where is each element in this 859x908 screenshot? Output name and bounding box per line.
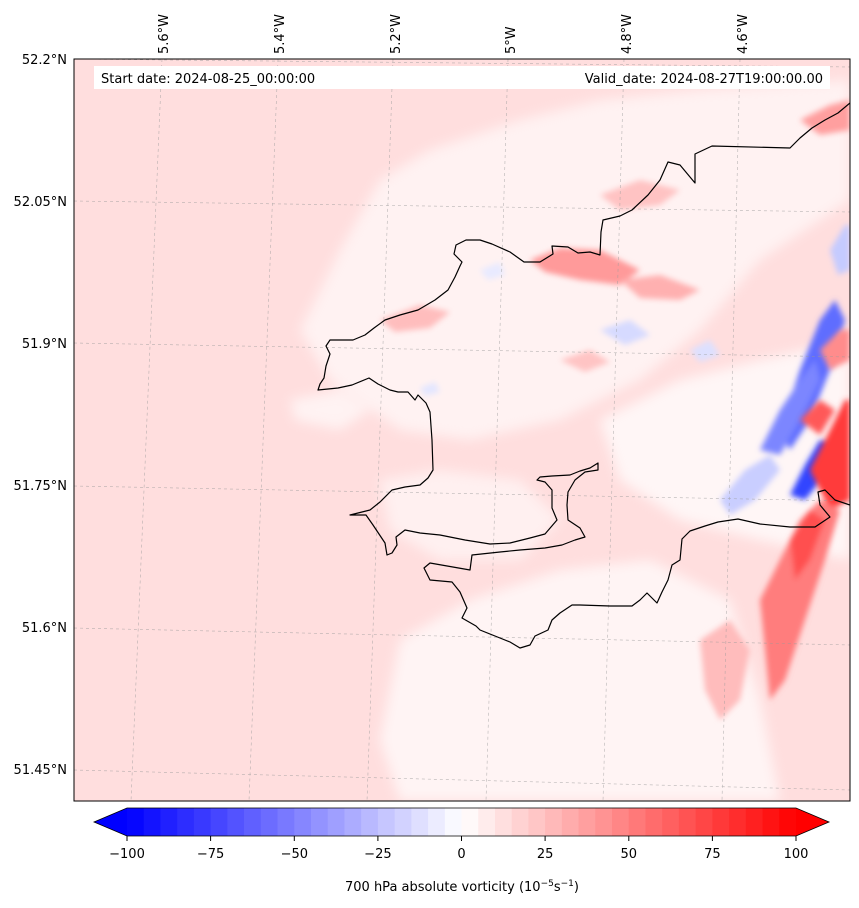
colorbar-step <box>160 808 178 836</box>
lon-label: 5°W <box>504 26 519 54</box>
colorbar-tick-label: 100 <box>784 847 809 862</box>
coastline <box>317 102 850 649</box>
colorbar-step <box>193 808 212 836</box>
lat-label: 51.75°N <box>14 479 67 494</box>
colorbar-step <box>361 808 379 836</box>
colorbar-step <box>310 808 329 836</box>
colorbar-step <box>762 808 780 836</box>
lon-label: 5.6°W <box>157 14 172 54</box>
colorbar-step <box>511 808 529 836</box>
colorbar-step <box>678 808 697 836</box>
colorbar-step <box>277 808 295 836</box>
colorbar-step <box>344 808 362 836</box>
colorbar-step <box>645 808 663 836</box>
colorbar-step <box>528 808 546 836</box>
colorbar-step <box>411 808 429 836</box>
meridian-4.8w <box>602 59 625 801</box>
colorbar-step <box>394 808 412 836</box>
colorbar-step <box>244 808 262 836</box>
colorbar-step <box>729 808 747 836</box>
map-panel: Start date: 2024-08-25_00:00:00 Valid_da… <box>73 58 851 802</box>
colorbar-step <box>227 808 245 836</box>
lon-label: 4.6°W <box>736 14 751 54</box>
colorbar-steps <box>127 808 797 836</box>
date-info-box: Start date: 2024-08-25_00:00:00 Valid_da… <box>94 66 830 89</box>
meridian-5w <box>485 59 509 801</box>
colorbar-step <box>595 808 613 836</box>
lat-label: 52.2°N <box>22 53 67 68</box>
map-frame <box>73 58 851 802</box>
colorbar-step <box>494 808 513 836</box>
colorbar-step <box>478 808 496 836</box>
colorbar: −100 −75 −50 −25 0 25 50 75 100 700 hPa … <box>92 807 831 895</box>
lat-label: 51.9°N <box>22 337 67 352</box>
colorbar-step <box>444 808 462 836</box>
colorbar-step <box>428 808 446 836</box>
date-info-background <box>94 66 830 89</box>
colorbar-step <box>260 808 278 836</box>
start-date-text: Start date: 2024-08-25_00:00:00 <box>101 72 315 87</box>
latitude-labels: 52.2°N 52.05°N 51.9°N 51.75°N 51.6°N 51.… <box>14 53 67 778</box>
colorbar-label: 700 hPa absolute vorticity (10−5s−1) <box>345 879 579 895</box>
colorbar-step <box>177 808 195 836</box>
colorbar-step <box>662 808 680 836</box>
lat-label: 51.45°N <box>14 763 67 778</box>
colorbar-step <box>712 808 730 836</box>
lon-label: 4.8°W <box>620 14 635 54</box>
colorbar-step <box>561 808 579 836</box>
colorbar-step <box>143 808 161 836</box>
colorbar-tick-label: −50 <box>281 847 308 862</box>
valid-date-text: Valid_date: 2024-08-27T19:00:00.00 <box>585 72 823 87</box>
colorbar-low-extension <box>94 808 127 836</box>
lon-label: 5.4°W <box>273 14 288 54</box>
meridian-5.4w <box>248 59 279 801</box>
meridian-5.2w <box>366 59 394 801</box>
colorbar-step <box>628 808 646 836</box>
colorbar-tick-labels: −100 −75 −50 −25 0 25 50 75 100 <box>109 847 808 862</box>
colorbar-step <box>578 808 596 836</box>
colorbar-step <box>127 808 145 836</box>
colorbar-tick-label: −25 <box>364 847 391 862</box>
coastline-north <box>317 102 850 649</box>
colorbar-tick-label: 50 <box>621 847 638 862</box>
colorbar-tick-label: 75 <box>704 847 721 862</box>
longitude-labels: 5.6°W 5.4°W 5.2°W 5°W 4.8°W 4.6°W <box>157 14 751 54</box>
colorbar-high-extension <box>796 808 829 836</box>
colorbar-step <box>779 808 797 836</box>
colorbar-step <box>210 808 228 836</box>
colorbar-step <box>545 808 563 836</box>
colorbar-tick-label: 25 <box>537 847 554 862</box>
colorbar-tick-label: −75 <box>197 847 224 862</box>
colorbar-step <box>461 808 479 836</box>
colorbar-step <box>695 808 713 836</box>
colorbar-tick-label: 0 <box>457 847 465 862</box>
colorbar-step <box>377 808 396 836</box>
colorbar-ticks <box>126 836 797 841</box>
colorbar-tick-label: −100 <box>109 847 145 862</box>
colorbar-step <box>327 808 345 836</box>
graticule <box>74 59 850 801</box>
meridian-4.6w <box>721 59 741 801</box>
lon-label: 5.2°W <box>389 14 404 54</box>
meridian-5.6w <box>130 59 163 801</box>
colorbar-step <box>294 808 312 836</box>
colorbar-step <box>745 808 763 836</box>
lat-label: 51.6°N <box>22 621 67 636</box>
vorticity-field <box>290 80 850 801</box>
colorbar-step <box>612 808 630 836</box>
lat-label: 52.05°N <box>14 195 67 210</box>
